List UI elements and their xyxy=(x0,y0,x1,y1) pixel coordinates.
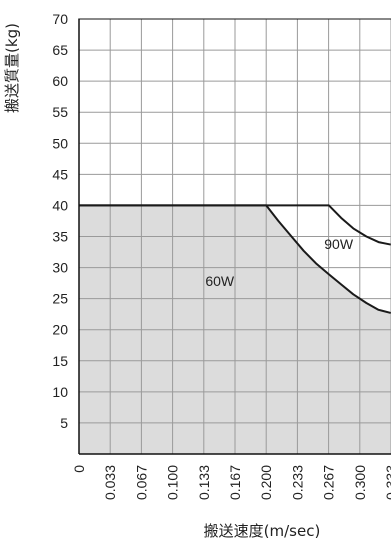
x-tick-label: 0 xyxy=(71,465,87,473)
y-tick-label: 25 xyxy=(52,291,68,307)
y-tick-label: 40 xyxy=(52,197,68,213)
y-tick-label: 70 xyxy=(52,11,68,27)
series-annotation: 90W xyxy=(324,236,354,252)
y-tick-label: 65 xyxy=(52,42,68,58)
x-tick-label: 0.233 xyxy=(289,465,305,500)
x-tick-label: 0.267 xyxy=(321,465,337,500)
y-tick-label: 50 xyxy=(52,135,68,151)
y-tick-label: 5 xyxy=(60,415,68,431)
x-tick-label: 0.100 xyxy=(165,465,181,500)
y-tick-label: 35 xyxy=(52,229,68,245)
y-tick-label: 20 xyxy=(52,322,68,338)
annotation-layer: 60W 90W xyxy=(205,236,353,289)
x-tick-label: 0.200 xyxy=(258,465,274,500)
y-axis-label: 搬送質量(kg) xyxy=(3,23,21,113)
y-tick-label: 45 xyxy=(52,166,68,182)
x-axis-label: 搬送速度(m/sec) xyxy=(204,522,321,540)
x-tick-label: 0.067 xyxy=(133,465,149,500)
x-tick-label: 0.033 xyxy=(102,465,118,500)
series-annotation: 60W xyxy=(205,273,235,289)
series-line-90w xyxy=(79,204,391,246)
series-layer xyxy=(79,204,391,314)
series-line-60w xyxy=(79,204,391,314)
x-tick-label: 0.167 xyxy=(227,465,243,500)
axis-layer xyxy=(78,18,391,455)
tick-label-layer: 5 10 15 20 25 30 35 40 45 50 55 60 65 70 0 0.033 0.067 0.… xyxy=(52,11,391,500)
y-tick-label: 15 xyxy=(52,353,68,369)
x-tick-label: 0.300 xyxy=(352,465,368,500)
y-tick-label: 10 xyxy=(52,384,68,400)
y-tick-label: 30 xyxy=(52,260,68,276)
x-tick-label: 0.133 xyxy=(196,465,212,500)
y-tick-label: 55 xyxy=(52,104,68,120)
y-tick-label: 60 xyxy=(52,73,68,89)
x-tick-label: 0.333 xyxy=(383,465,391,500)
